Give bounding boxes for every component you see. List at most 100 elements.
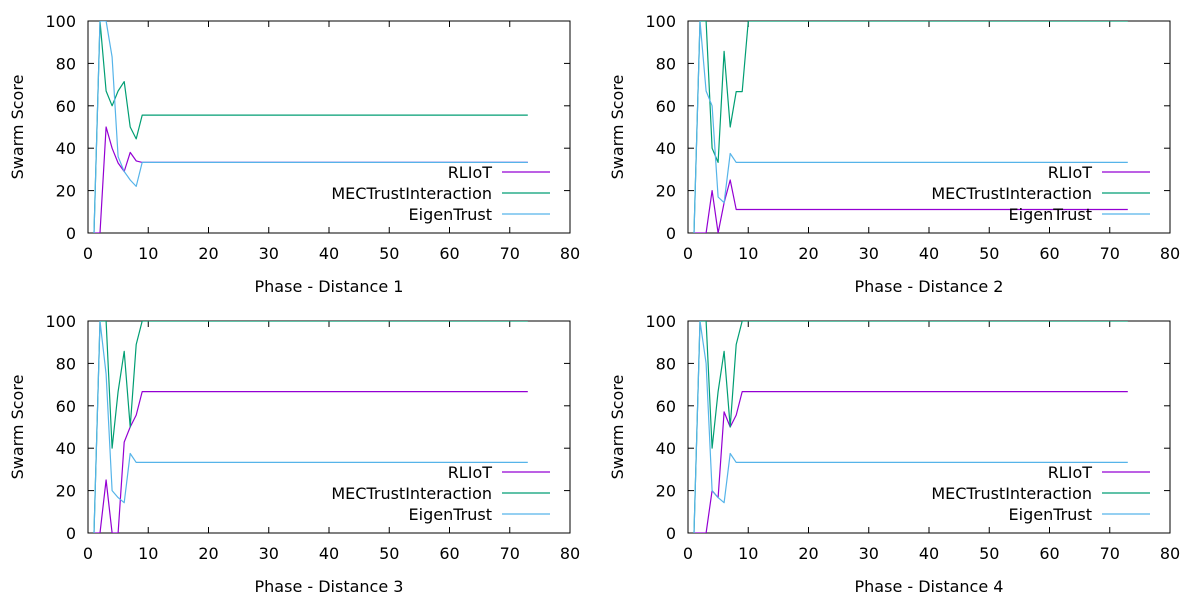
y-tick-label: 0 <box>666 224 676 243</box>
y-tick-label: 20 <box>656 182 676 201</box>
y-tick-label: 0 <box>666 524 676 543</box>
series-line-mectrustinteraction <box>93 21 528 233</box>
legend-label: EigenTrust <box>1009 205 1092 224</box>
legend-label: MECTrustInteraction <box>331 184 492 203</box>
y-tick-label: 40 <box>656 139 676 158</box>
y-axis-label: Swarm Score <box>8 75 27 180</box>
y-axis-label: Swarm Score <box>8 375 27 480</box>
series-line-rliot <box>94 391 528 533</box>
legend-label: EigenTrust <box>1009 505 1092 524</box>
x-tick-label: 40 <box>319 244 339 263</box>
x-axis-label: Phase - Distance 3 <box>255 577 404 596</box>
legend-label: RLIoT <box>1048 463 1093 482</box>
y-tick-label: 60 <box>56 397 76 416</box>
y-tick-label: 100 <box>45 12 76 31</box>
legend-label: RLIoT <box>448 163 493 182</box>
legend-label: EigenTrust <box>409 205 492 224</box>
y-tick-label: 80 <box>656 54 676 73</box>
y-tick-label: 80 <box>56 54 76 73</box>
legend-label: RLIoT <box>1048 163 1093 182</box>
y-tick-label: 100 <box>645 312 676 331</box>
x-tick-label: 30 <box>859 244 879 263</box>
x-tick-label: 60 <box>1039 244 1059 263</box>
x-tick-label: 10 <box>738 544 758 563</box>
series-line-eigentrust <box>693 321 1128 533</box>
plot-frame <box>87 320 571 534</box>
legend-label: MECTrustInteraction <box>931 184 1092 203</box>
x-tick-label: 50 <box>379 244 399 263</box>
x-tick-label: 50 <box>379 544 399 563</box>
x-tick-label: 0 <box>683 244 693 263</box>
x-tick-label: 60 <box>1039 544 1059 563</box>
x-tick-label: 80 <box>560 544 580 563</box>
chart-panel-3: 0 10 20 30 40 50 60 70 80 0 20 40 60 80 100 Phase - Dis… <box>8 312 580 596</box>
series-line-rliot <box>94 126 528 233</box>
x-tick-label: 20 <box>198 244 218 263</box>
y-tick-label: 60 <box>656 397 676 416</box>
series-line-eigentrust <box>93 21 528 233</box>
y-axis-label: Swarm Score <box>608 75 627 180</box>
y-tick-label: 80 <box>656 354 676 373</box>
chart-panel-4: 0 10 20 30 40 50 60 70 80 0 20 40 60 80 100 Phase - Dis… <box>608 312 1180 596</box>
x-tick-label: 0 <box>83 244 93 263</box>
x-tick-label: 0 <box>83 544 93 563</box>
x-tick-label: 0 <box>683 544 693 563</box>
y-tick-label: 40 <box>56 139 76 158</box>
x-tick-label: 20 <box>798 244 818 263</box>
y-tick-label: 40 <box>56 439 76 458</box>
x-tick-label: 80 <box>560 244 580 263</box>
x-tick-label: 50 <box>979 544 999 563</box>
y-tick-label: 0 <box>66 224 76 243</box>
series-line-mectrustinteraction <box>693 21 1128 233</box>
series-line-mectrustinteraction <box>93 321 528 533</box>
legend-label: RLIoT <box>448 463 493 482</box>
x-tick-label: 70 <box>1100 544 1120 563</box>
x-tick-label: 80 <box>1160 544 1180 563</box>
series-line-eigentrust <box>693 21 1128 233</box>
x-tick-label: 50 <box>979 244 999 263</box>
x-tick-label: 40 <box>319 544 339 563</box>
y-tick-label: 20 <box>56 182 76 201</box>
y-tick-label: 80 <box>56 354 76 373</box>
y-tick-label: 20 <box>56 482 76 501</box>
series-line-rliot <box>694 391 1128 533</box>
x-tick-label: 30 <box>859 544 879 563</box>
x-tick-label: 10 <box>138 244 158 263</box>
y-tick-label: 60 <box>56 97 76 116</box>
x-axis-label: Phase - Distance 2 <box>855 277 1004 296</box>
y-tick-label: 40 <box>656 439 676 458</box>
series-line-rliot <box>694 179 1128 233</box>
y-tick-label: 60 <box>656 97 676 116</box>
x-tick-label: 70 <box>1100 244 1120 263</box>
y-tick-label: 100 <box>645 12 676 31</box>
series-line-eigentrust <box>93 321 528 533</box>
legend-label: EigenTrust <box>409 505 492 524</box>
x-tick-label: 40 <box>919 544 939 563</box>
series-line-mectrustinteraction <box>693 321 1128 533</box>
legend-label: MECTrustInteraction <box>331 484 492 503</box>
y-tick-label: 0 <box>66 524 76 543</box>
chart-panel-1: 0 10 20 30 40 50 60 70 80 0 20 40 60 80 100 Phase - Dis… <box>8 12 580 296</box>
x-tick-label: 30 <box>259 544 279 563</box>
plot-frame <box>87 20 571 234</box>
plot-frame <box>687 320 1171 534</box>
y-axis-label: Swarm Score <box>608 375 627 480</box>
x-tick-label: 80 <box>1160 244 1180 263</box>
chart-panel-2: 0 10 20 30 40 50 60 70 80 0 20 40 60 80 100 Phase - Dis… <box>608 12 1180 296</box>
y-tick-label: 20 <box>656 482 676 501</box>
x-tick-label: 20 <box>798 544 818 563</box>
plot-frame <box>687 20 1171 234</box>
x-axis-label: Phase - Distance 4 <box>855 577 1004 596</box>
x-tick-label: 60 <box>439 244 459 263</box>
y-tick-label: 100 <box>45 312 76 331</box>
x-tick-label: 10 <box>738 244 758 263</box>
x-tick-label: 10 <box>138 544 158 563</box>
x-tick-label: 20 <box>198 544 218 563</box>
x-tick-label: 40 <box>919 244 939 263</box>
x-tick-label: 60 <box>439 544 459 563</box>
x-tick-label: 70 <box>500 244 520 263</box>
legend-label: MECTrustInteraction <box>931 484 1092 503</box>
x-tick-label: 70 <box>500 544 520 563</box>
x-tick-label: 30 <box>259 244 279 263</box>
